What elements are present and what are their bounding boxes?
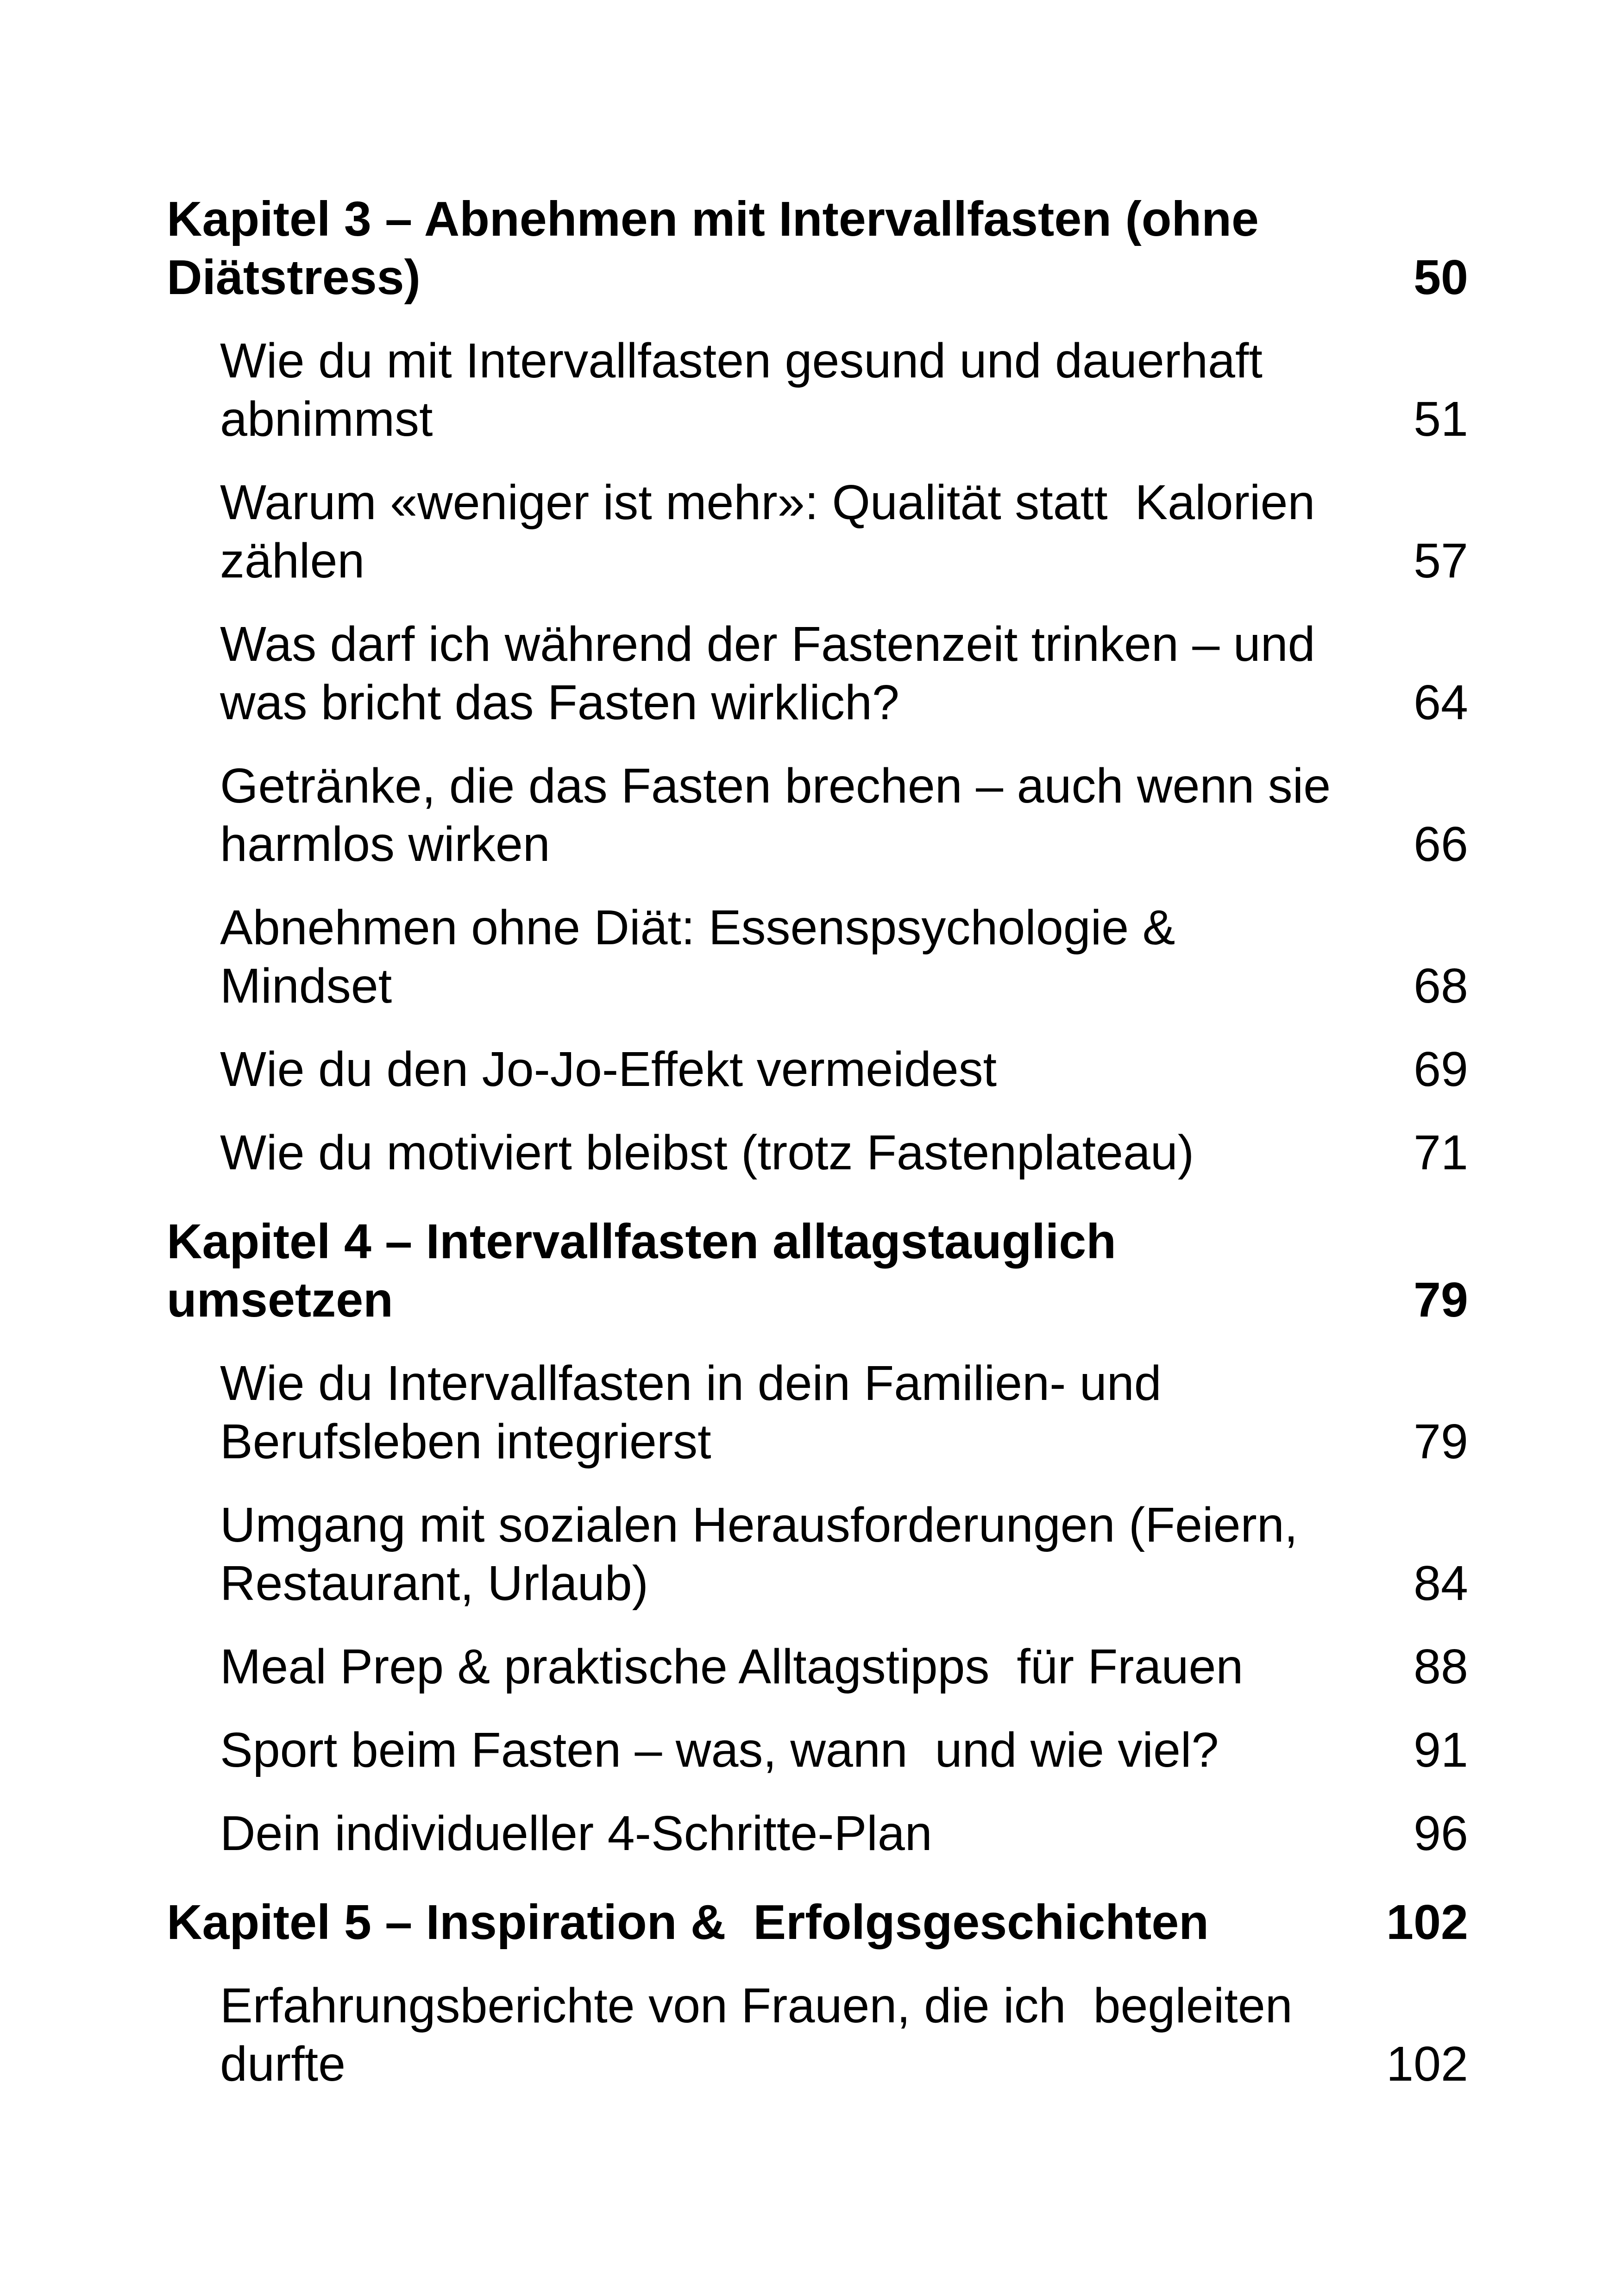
toc-entry-line: Wie du den Jo-Jo-Effekt vermeidest 69 [220,1040,1468,1098]
toc-page-number: 51 [1414,392,1468,446]
toc-section-entry[interactable]: Wie du motiviert bleibst (trotz Fastenpl… [167,1123,1468,1182]
toc-entry-line: Sport beim Fasten – was, wann und wie vi… [220,1721,1468,1779]
toc-entry-line: Was darf ich während der Fastenzeit trin… [220,615,1468,673]
toc-entry-title-text: Meal Prep & praktische Alltagstipps für … [220,1639,1244,1694]
toc-chapter-entry[interactable]: Kapitel 5 – Inspiration & Erfolgsgeschic… [167,1893,1468,1951]
toc-entry-line: durfte 102 [220,2035,1468,2093]
toc-page-number: 71 [1414,1125,1468,1180]
toc-entry-line: Mindset 68 [220,957,1468,1015]
toc-entry-title-text: Mindset [220,959,392,1013]
toc-page-number: 68 [1414,959,1468,1013]
toc-page-number: 88 [1414,1639,1468,1694]
toc-entry-title-text: zählen [220,533,365,588]
toc-entry-title-text: Kapitel 5 – Inspiration & Erfolgsgeschic… [167,1895,1209,1950]
toc-section-entry[interactable]: Was darf ich während der Fastenzeit trin… [167,615,1468,732]
toc-entry-line: Wie du motiviert bleibst (trotz Fastenpl… [220,1123,1468,1182]
toc-entry-line: Getränke, die das Fasten brechen – auch … [220,757,1468,815]
toc-section-entry[interactable]: Getränke, die das Fasten brechen – auch … [167,757,1468,873]
toc-entry-title-text: abnimmst [220,392,433,446]
toc-section-entry[interactable]: Wie du Intervallfasten in dein Familien-… [167,1354,1468,1471]
toc-entry-line: harmlos wirken 66 [220,815,1468,873]
toc-page-number: 91 [1414,1723,1468,1777]
toc-entry-title-text: harmlos wirken [220,817,550,872]
toc-page-number: 79 [1414,1414,1468,1469]
toc-entry-line: Kapitel 3 – Abnehmen mit Intervallfasten… [167,190,1468,248]
toc-page-number: 84 [1414,1556,1468,1611]
toc-entry-line: Umgang mit sozialen Herausforderungen (F… [220,1496,1468,1554]
toc-entry-title-text: Umgang mit sozialen Herausforderungen (F… [220,1498,1298,1552]
toc-page-number: 102 [1386,1895,1468,1950]
toc-section-entry[interactable]: Meal Prep & praktische Alltagstipps für … [167,1637,1468,1696]
toc-page-number: 57 [1414,533,1468,588]
toc-entry-line: abnimmst 51 [220,390,1468,448]
toc-section-entry[interactable]: Dein individueller 4-Schritte-Plan 96 [167,1804,1468,1863]
toc-chapter-entry[interactable]: Kapitel 4 – Intervallfasten alltagstaugl… [167,1212,1468,1329]
toc-entry-title-text: Wie du motiviert bleibst (trotz Fastenpl… [220,1125,1194,1180]
toc-section-entry[interactable]: Warum «weniger ist mehr»: Qualität statt… [167,473,1468,590]
toc-entry-title-text: Wie du mit Intervallfasten gesund und da… [220,333,1263,388]
toc-chapter-entry[interactable]: Kapitel 3 – Abnehmen mit Intervallfasten… [167,190,1468,307]
toc-entry-line: Warum «weniger ist mehr»: Qualität statt… [220,473,1468,532]
toc-section-entry[interactable]: Sport beim Fasten – was, wann und wie vi… [167,1721,1468,1779]
toc-entry-line: Wie du Intervallfasten in dein Familien-… [220,1354,1468,1412]
toc-entry-title-text: Erfahrungsberichte von Frauen, die ich b… [220,1978,1293,2033]
table-of-contents: Kapitel 3 – Abnehmen mit Intervallfasten… [167,190,1468,2093]
toc-entry-line: was bricht das Fasten wirklich? 64 [220,673,1468,732]
toc-entry-title-text: Wie du Intervallfasten in dein Familien-… [220,1356,1162,1411]
toc-page-number: 69 [1414,1042,1468,1097]
toc-entry-line: Meal Prep & praktische Alltagstipps für … [220,1637,1468,1696]
toc-entry-line: Berufsleben integrierst 79 [220,1412,1468,1471]
toc-page-number: 50 [1414,250,1468,305]
toc-entry-line: zählen 57 [220,532,1468,590]
toc-entry-title-text: umsetzen [167,1273,393,1327]
toc-entry-title-text: Warum «weniger ist mehr»: Qualität statt… [220,475,1315,530]
toc-entry-title-text: durfte [220,2037,346,2091]
toc-entry-title-text: Kapitel 3 – Abnehmen mit Intervallfasten… [167,192,1259,246]
toc-section-entry[interactable]: Erfahrungsberichte von Frauen, die ich b… [167,1976,1468,2093]
toc-section-entry[interactable]: Wie du mit Intervallfasten gesund und da… [167,332,1468,448]
toc-entry-line: Diätstress) 50 [167,248,1468,307]
toc-page-number: 79 [1414,1273,1468,1327]
toc-entry-title-text: Berufsleben integrierst [220,1414,711,1469]
toc-page-number: 96 [1414,1806,1468,1861]
toc-entry-title-text: Wie du den Jo-Jo-Effekt vermeidest [220,1042,997,1097]
toc-section-entry[interactable]: Abnehmen ohne Diät: Essenspsychologie & M… [167,898,1468,1015]
toc-entry-line: Abnehmen ohne Diät: Essenspsychologie & [220,898,1468,957]
toc-entry-line: Kapitel 5 – Inspiration & Erfolgsgeschic… [167,1893,1468,1951]
toc-entry-title-text: Abnehmen ohne Diät: Essenspsychologie & [220,900,1175,955]
toc-entry-line: Kapitel 4 – Intervallfasten alltagstaugl… [167,1212,1468,1271]
toc-entry-title-text: Kapitel 4 – Intervallfasten alltagstaugl… [167,1214,1116,1269]
toc-entry-title-text: Dein individueller 4-Schritte-Plan [220,1806,932,1861]
toc-page-number: 102 [1386,2037,1468,2091]
toc-entry-line: Restaurant, Urlaub) 84 [220,1554,1468,1612]
toc-entry-line: Erfahrungsberichte von Frauen, die ich b… [220,1976,1468,2035]
toc-section-entry[interactable]: Wie du den Jo-Jo-Effekt vermeidest 69 [167,1040,1468,1098]
toc-entry-title-text: Getränke, die das Fasten brechen – auch … [220,759,1331,813]
toc-entry-line: Wie du mit Intervallfasten gesund und da… [220,332,1468,390]
toc-entry-line: Dein individueller 4-Schritte-Plan 96 [220,1804,1468,1863]
toc-entry-title-text: Was darf ich während der Fastenzeit trin… [220,617,1315,671]
toc-entry-line: umsetzen 79 [167,1271,1468,1329]
toc-entry-title-text: Diätstress) [167,250,421,305]
toc-section-entry[interactable]: Umgang mit sozialen Herausforderungen (F… [167,1496,1468,1612]
toc-entry-title-text: Restaurant, Urlaub) [220,1556,648,1611]
toc-entry-title-text: Sport beim Fasten – was, wann und wie vi… [220,1723,1219,1777]
toc-page-number: 64 [1414,675,1468,730]
toc-entry-title-text: was bricht das Fasten wirklich? [220,675,899,730]
toc-page-number: 66 [1414,817,1468,872]
